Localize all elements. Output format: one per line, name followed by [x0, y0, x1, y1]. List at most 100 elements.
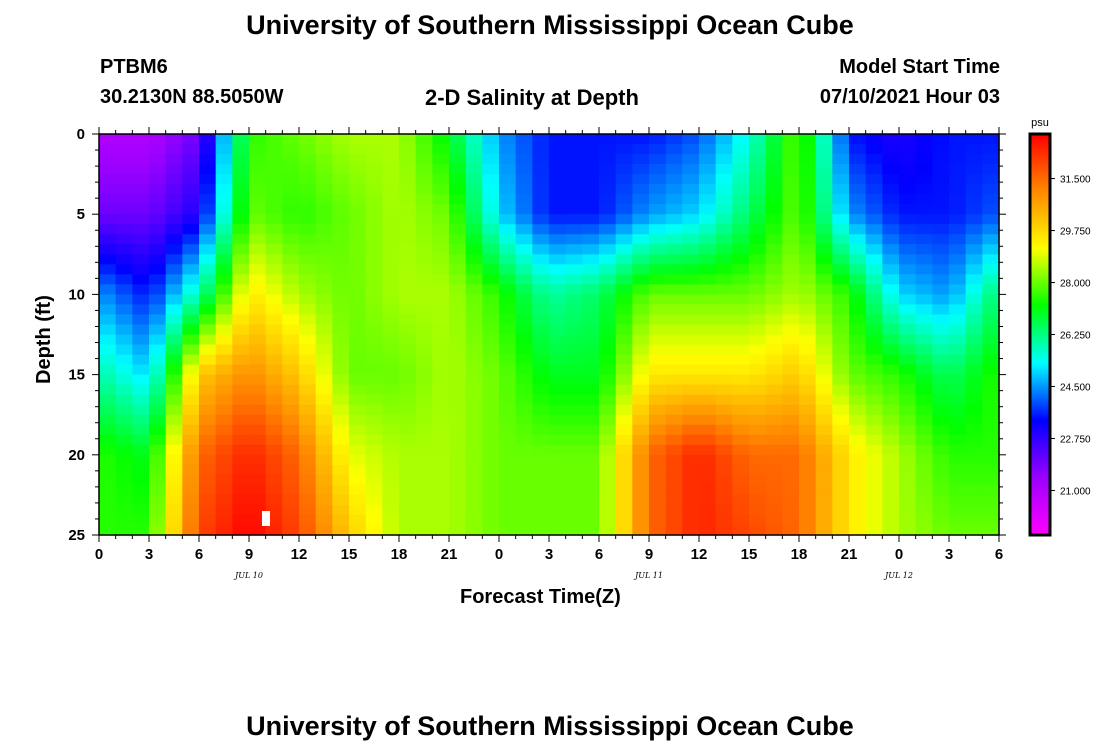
heatmap-cell: [349, 314, 367, 326]
heatmap-cell: [699, 224, 717, 235]
heatmap-cell: [465, 144, 483, 155]
heatmap-cell: [932, 224, 950, 235]
heatmap-cell: [332, 164, 350, 175]
heatmap-cell: [482, 134, 500, 145]
heatmap-cell: [399, 464, 417, 476]
heatmap-cell: [315, 324, 333, 336]
heatmap-cell: [232, 524, 250, 536]
heatmap-cell: [849, 324, 867, 336]
heatmap-cell: [249, 504, 267, 516]
heatmap-cell: [449, 204, 467, 215]
heatmap-cell: [915, 314, 933, 326]
heatmap-cell: [399, 444, 417, 456]
heatmap-cell: [632, 524, 650, 536]
heatmap-cell: [599, 214, 617, 225]
heatmap-cell: [249, 454, 267, 466]
plot-title: 2-D Salinity at Depth: [425, 85, 639, 110]
heatmap-cell: [382, 224, 400, 235]
heatmap-cell: [749, 324, 767, 336]
heatmap-cell: [182, 454, 200, 466]
heatmap-cell: [182, 384, 200, 396]
heatmap-cell: [665, 174, 683, 185]
heatmap-cell: [882, 154, 900, 165]
heatmap-cell: [632, 464, 650, 476]
heatmap-cell: [982, 164, 1000, 175]
heatmap-cell: [649, 254, 667, 265]
heatmap-cell: [182, 214, 200, 225]
heatmap-cell: [282, 234, 300, 245]
heatmap-cell: [765, 244, 783, 255]
heatmap-cell: [799, 294, 817, 306]
heatmap-cell: [932, 234, 950, 245]
heatmap-cell: [349, 334, 367, 346]
heatmap-cell: [115, 174, 133, 185]
heatmap-cell: [365, 404, 383, 416]
heatmap-cell: [782, 294, 800, 306]
heatmap-cell: [449, 214, 467, 225]
heatmap-cell: [615, 244, 633, 255]
heatmap-cell: [165, 154, 183, 165]
heatmap-cell: [415, 224, 433, 235]
heatmap-cell: [865, 334, 883, 346]
heatmap-cell: [99, 454, 117, 466]
heatmap-cell: [315, 214, 333, 225]
heatmap-cell: [332, 444, 350, 456]
heatmap-cell: [282, 174, 300, 185]
heatmap-cell: [649, 494, 667, 506]
heatmap-cell: [565, 264, 583, 275]
heatmap-cell: [899, 344, 917, 356]
x-axis: 0 3 6 9 12 15 18 21 0 3 6 9 12 15 18 21 0 3 6: [95, 127, 1003, 563]
heatmap-cell: [632, 424, 650, 436]
heatmap-cell: [765, 354, 783, 366]
heatmap-cell: [299, 334, 317, 346]
heatmap-cell: [232, 404, 250, 416]
heatmap-cell: [765, 364, 783, 376]
heatmap-cell: [99, 134, 117, 145]
heatmap-cell: [682, 434, 700, 446]
heatmap-cell: [132, 154, 150, 165]
heatmap-cell: [249, 444, 267, 456]
heatmap-cell: [365, 254, 383, 265]
heatmap-cell: [615, 134, 633, 145]
heatmap-cell: [815, 154, 833, 165]
heatmap-cell: [865, 204, 883, 215]
heatmap-cell: [149, 314, 167, 326]
heatmap-cell: [432, 324, 450, 336]
heatmap-cell: [615, 424, 633, 436]
heatmap-cell: [715, 184, 733, 195]
heatmap-cell: [199, 244, 217, 255]
heatmap-cell: [382, 294, 400, 306]
heatmap-cell: [965, 224, 983, 235]
heatmap-cell: [349, 234, 367, 245]
heatmap-cell: [649, 134, 667, 145]
heatmap-cell: [982, 494, 1000, 506]
heatmap-cell: [332, 174, 350, 185]
heatmap-cell: [182, 134, 200, 145]
heatmap-cell: [99, 174, 117, 185]
heatmap-cell: [115, 474, 133, 486]
heatmap-cell: [982, 224, 1000, 235]
heatmap-cell: [165, 484, 183, 496]
heatmap-cell: [515, 274, 533, 285]
station-coords: 30.2130N 88.5050W: [100, 86, 284, 108]
heatmap-cell: [232, 454, 250, 466]
heatmap-cell: [849, 374, 867, 386]
heatmap-cell: [415, 164, 433, 175]
heatmap-cell: [449, 284, 467, 295]
heatmap-cell: [532, 334, 550, 346]
heatmap-cell: [799, 424, 817, 436]
heatmap-cell: [165, 314, 183, 326]
heatmap-cell: [899, 264, 917, 275]
heatmap-cell: [682, 224, 700, 235]
heatmap-cell: [249, 204, 267, 215]
heatmap-cell: [782, 444, 800, 456]
heatmap-cell: [332, 484, 350, 496]
heatmap-cell: [415, 474, 433, 486]
x-tick-label: 9: [245, 546, 253, 563]
heatmap-cell: [915, 304, 933, 316]
heatmap-cell: [649, 394, 667, 406]
heatmap-cell: [349, 354, 367, 366]
heatmap-cell: [682, 504, 700, 516]
heatmap-cell: [499, 364, 517, 376]
heatmap-cell: [749, 514, 767, 526]
